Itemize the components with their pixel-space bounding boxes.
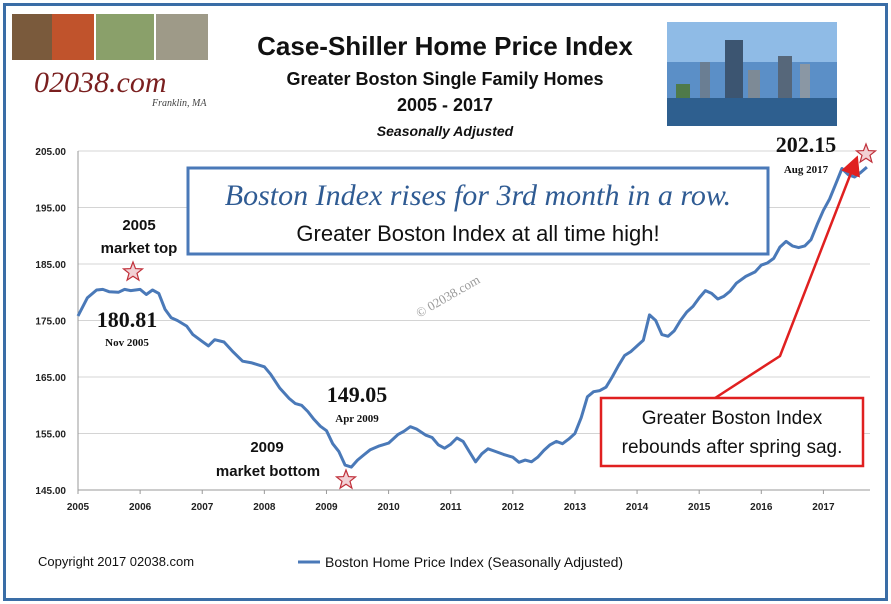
- x-tick-label: 2008: [253, 502, 276, 513]
- copyright: Copyright 2017 02038.com: [38, 554, 194, 569]
- x-tick-label: 2012: [502, 502, 525, 513]
- x-tick-label: 2009: [315, 502, 338, 513]
- logo-subtext: Franklin, MA: [151, 98, 207, 109]
- x-tick-label: 2005: [67, 502, 90, 513]
- trough-value: 149.05: [327, 382, 388, 407]
- y-tick-label: 175.00: [35, 317, 66, 328]
- red-callout-line-2: rebounds after spring sag.: [622, 437, 843, 458]
- x-tick-label: 2017: [812, 502, 835, 513]
- x-tick-label: 2007: [191, 502, 214, 513]
- red-arrow: [711, 155, 860, 402]
- chart-years: 2005 - 2017: [397, 95, 493, 115]
- x-tick-label: 2014: [626, 502, 649, 513]
- x-tick-label: 2011: [440, 502, 462, 513]
- logo-text: 02038.com: [34, 66, 166, 99]
- logo-area: 02038.com Franklin, MA: [12, 14, 208, 109]
- chart-adjustment: Seasonally Adjusted: [377, 123, 514, 139]
- callout-line-2: Greater Boston Index at all time high!: [296, 221, 659, 246]
- latest-value: 202.15: [776, 132, 837, 157]
- series-line: [76, 165, 868, 469]
- legend: Boston Home Price Index (Seasonally Adju…: [298, 554, 623, 570]
- photo-foliage: [52, 14, 94, 60]
- top-label-year: 2005: [122, 217, 155, 234]
- x-tick-label: 2010: [377, 502, 400, 513]
- top-label-text: market top: [101, 240, 178, 257]
- y-tick-label: 205.00: [35, 147, 66, 158]
- peak-date: Nov 2005: [105, 337, 149, 349]
- latest-date: Aug 2017: [784, 164, 829, 176]
- y-tick-label: 185.00: [35, 260, 66, 271]
- photo-house-2: [96, 14, 154, 60]
- peak-value: 180.81: [97, 307, 158, 332]
- callout-line-1: Boston Index rises for 3rd month in a ro…: [225, 179, 731, 212]
- skyline-photo: [667, 22, 837, 126]
- callout-box: Boston Index rises for 3rd month in a ro…: [186, 166, 770, 256]
- legend-label: Boston Home Price Index (Seasonally Adju…: [325, 554, 623, 570]
- y-tick-label: 165.00: [35, 373, 66, 384]
- y-tick-label: 195.00: [35, 204, 66, 215]
- star-icon-bottom: [334, 468, 358, 490]
- x-tick-label: 2013: [564, 502, 587, 513]
- chart-title: Case-Shiller Home Price Index: [257, 31, 633, 61]
- red-callout-box: Greater Boston Index rebounds after spri…: [599, 396, 865, 468]
- trough-date: Apr 2009: [335, 413, 379, 425]
- star-icon-latest: [854, 142, 878, 164]
- bottom-label-year: 2009: [250, 439, 283, 456]
- y-tick-label: 145.00: [35, 486, 66, 497]
- x-tick-label: 2006: [129, 502, 152, 513]
- bottom-label-text: market bottom: [216, 463, 320, 480]
- x-tick-label: 2015: [688, 502, 711, 513]
- chart-subtitle: Greater Boston Single Family Homes: [286, 69, 603, 89]
- watermark: © 02038.com: [413, 272, 482, 321]
- y-tick-label: 155.00: [35, 430, 66, 441]
- x-tick-label: 2016: [750, 502, 773, 513]
- red-callout-line-1: Greater Boston Index: [642, 408, 823, 429]
- photo-monument: [156, 14, 208, 60]
- star-icon-top: [121, 260, 145, 282]
